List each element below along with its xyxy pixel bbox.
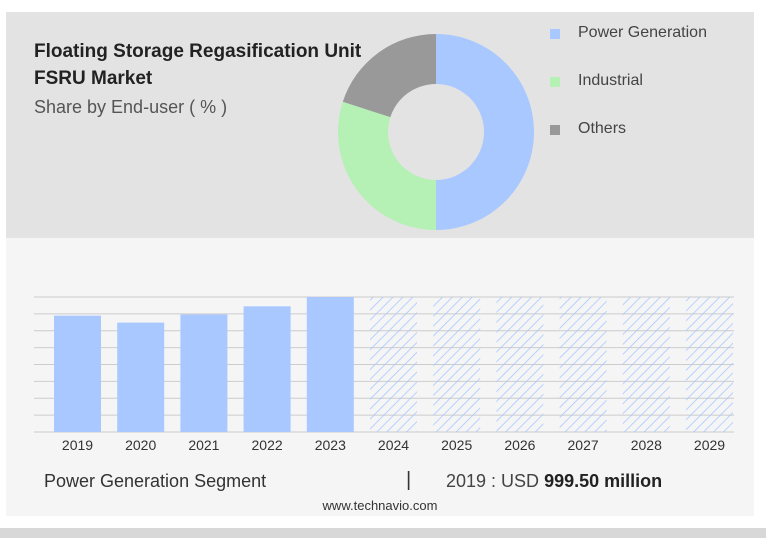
x-tick-label: 2029 bbox=[694, 437, 725, 453]
x-tick-label: 2021 bbox=[188, 437, 219, 453]
x-tick-label: 2020 bbox=[125, 437, 156, 453]
source-site: www.technavio.com bbox=[322, 498, 438, 513]
forecast-bar-2028 bbox=[622, 297, 670, 432]
legend-swatch bbox=[550, 125, 560, 135]
segment-label: Power Generation Segment bbox=[44, 471, 267, 491]
segment-value: 2019 : USD 999.50 million bbox=[446, 471, 662, 492]
x-tick-label: 2024 bbox=[378, 437, 409, 453]
donut-slice-others bbox=[342, 34, 436, 118]
legend: Power Generation Industrial Others bbox=[550, 24, 750, 168]
legend-swatch bbox=[550, 29, 560, 39]
chart-subtitle: Share by End-user ( % ) bbox=[34, 97, 228, 117]
legend-item-industrial: Industrial bbox=[550, 72, 750, 120]
x-tick-label: 2027 bbox=[568, 437, 599, 453]
x-tick-label: 2019 bbox=[62, 437, 93, 453]
x-tick-label: 2022 bbox=[252, 437, 283, 453]
x-tick-label: 2025 bbox=[441, 437, 472, 453]
year-label: 2019 : USD bbox=[446, 471, 540, 491]
donut-chart bbox=[338, 34, 534, 230]
infographic-card: Floating Storage Regasification Unit FSR… bbox=[6, 12, 754, 516]
bottom-divider bbox=[0, 528, 766, 538]
chart-title: Floating Storage Regasification Unit FSR… bbox=[34, 41, 362, 89]
legend-swatch bbox=[550, 77, 560, 87]
footer-separator: | bbox=[406, 469, 412, 491]
donut-slice-power-generation bbox=[436, 34, 534, 230]
forecast-bar-2025 bbox=[433, 297, 481, 432]
forecast-bar-2026 bbox=[496, 297, 544, 432]
x-tick-label: 2026 bbox=[504, 437, 535, 453]
bar-2019 bbox=[54, 315, 101, 432]
bar-2021 bbox=[180, 314, 228, 432]
bar-2020 bbox=[117, 322, 165, 432]
bar-2022 bbox=[243, 306, 291, 432]
value-label: 999.50 million bbox=[544, 471, 663, 491]
x-tick-label: 2028 bbox=[631, 437, 662, 453]
legend-label: Others bbox=[578, 120, 627, 137]
donut-panel: Floating Storage Regasification Unit FSR… bbox=[6, 12, 754, 238]
forecast-bar-2024 bbox=[370, 297, 417, 432]
bar-2023 bbox=[306, 297, 354, 432]
legend-label: Power Generation bbox=[578, 24, 707, 41]
donut-slice-industrial bbox=[338, 101, 436, 230]
legend-label: Industrial bbox=[578, 72, 643, 89]
bar-chart: 2019 2020 2021 2022 2023 2024 2025 2026 2027 2028… bbox=[34, 296, 734, 453]
x-tick-label: 2023 bbox=[315, 437, 346, 453]
forecast-bar-2027 bbox=[559, 297, 607, 432]
legend-item-power-generation: Power Generation bbox=[550, 24, 750, 72]
forecast-bar-2029 bbox=[686, 297, 733, 432]
legend-item-others: Others bbox=[550, 120, 750, 168]
